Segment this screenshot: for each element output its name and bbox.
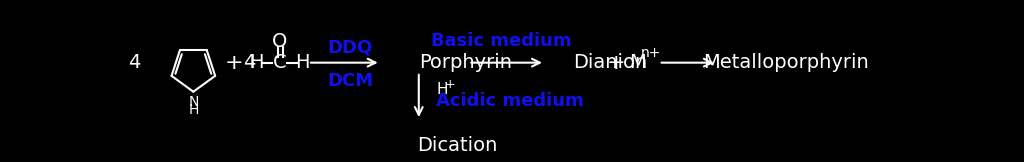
Text: Basic medium: Basic medium	[431, 32, 571, 50]
Text: +: +	[224, 53, 243, 73]
Text: H: H	[188, 103, 199, 117]
Text: 4: 4	[128, 53, 140, 72]
Text: C: C	[272, 53, 287, 72]
Text: DDQ: DDQ	[328, 38, 373, 56]
Text: Porphyrin: Porphyrin	[419, 53, 512, 72]
Text: Dication: Dication	[417, 136, 498, 155]
Text: M: M	[629, 53, 646, 72]
Text: 4: 4	[243, 53, 255, 72]
Text: DCM: DCM	[327, 72, 373, 90]
Text: n+: n+	[641, 46, 662, 60]
Text: O: O	[272, 32, 288, 51]
Text: H: H	[295, 53, 310, 72]
Text: +: +	[606, 53, 626, 73]
Text: Metalloporphyrin: Metalloporphyrin	[702, 53, 868, 72]
Text: +: +	[444, 78, 456, 91]
Text: H: H	[250, 53, 264, 72]
Text: N: N	[188, 95, 199, 109]
Text: Acidic medium: Acidic medium	[436, 92, 584, 110]
Text: Dianion: Dianion	[573, 53, 647, 72]
Text: H: H	[436, 82, 447, 97]
